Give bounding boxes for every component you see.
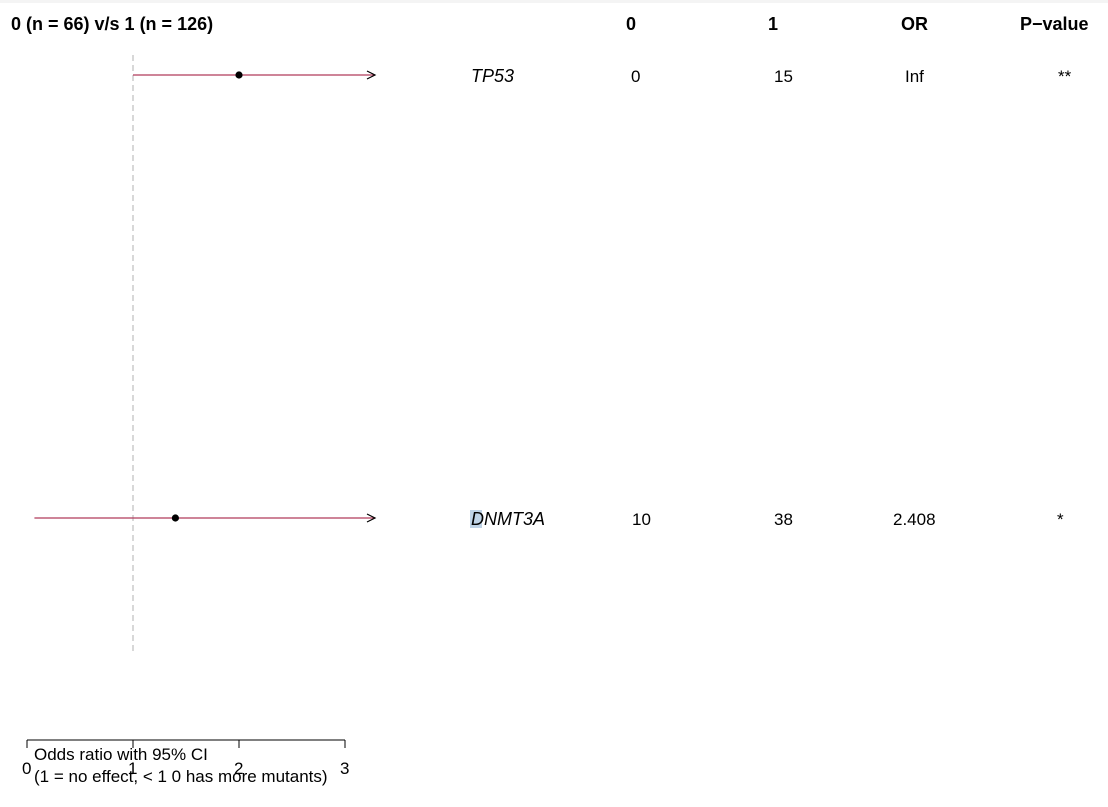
column-header-1: 1 bbox=[768, 14, 779, 34]
odds-ratio-value: Inf bbox=[905, 67, 924, 86]
gene-label: TP53 bbox=[471, 66, 515, 86]
text-selection-highlight bbox=[470, 510, 482, 528]
count-group-0: 0 bbox=[631, 67, 641, 86]
pvalue-stars: * bbox=[1057, 510, 1064, 529]
x-axis-title: Odds ratio with 95% CI bbox=[34, 745, 208, 764]
column-header-pvalue: P−value bbox=[1020, 14, 1089, 34]
forest-rows bbox=[34, 70, 377, 523]
x-tick-label: 2 bbox=[234, 759, 243, 778]
count-group-1: 15 bbox=[774, 67, 793, 86]
top-border bbox=[0, 0, 1108, 3]
count-group-0: 10 bbox=[632, 510, 651, 529]
pvalue-stars: ** bbox=[1058, 67, 1072, 86]
x-axis: 0 1 2 3 bbox=[22, 739, 349, 778]
column-header-0: 0 bbox=[626, 14, 637, 34]
x-tick-label: 3 bbox=[340, 759, 349, 778]
point-estimate bbox=[235, 71, 243, 79]
x-axis-subtitle: (1 = no effect, < 1 0 has more mutants) bbox=[34, 767, 328, 786]
gene-label: DNMT3A bbox=[471, 509, 546, 529]
count-group-1: 38 bbox=[774, 510, 793, 529]
odds-ratio-value: 2.408 bbox=[893, 510, 936, 529]
column-header-or: OR bbox=[901, 14, 928, 34]
x-tick-label: 1 bbox=[128, 759, 137, 778]
ci-truncation-arrow bbox=[366, 70, 377, 80]
ci-truncation-arrow bbox=[366, 513, 377, 523]
x-tick-label: 0 bbox=[22, 759, 31, 778]
chart-title: 0 (n = 66) v/s 1 (n = 126) bbox=[11, 14, 214, 34]
point-estimate bbox=[171, 514, 179, 522]
